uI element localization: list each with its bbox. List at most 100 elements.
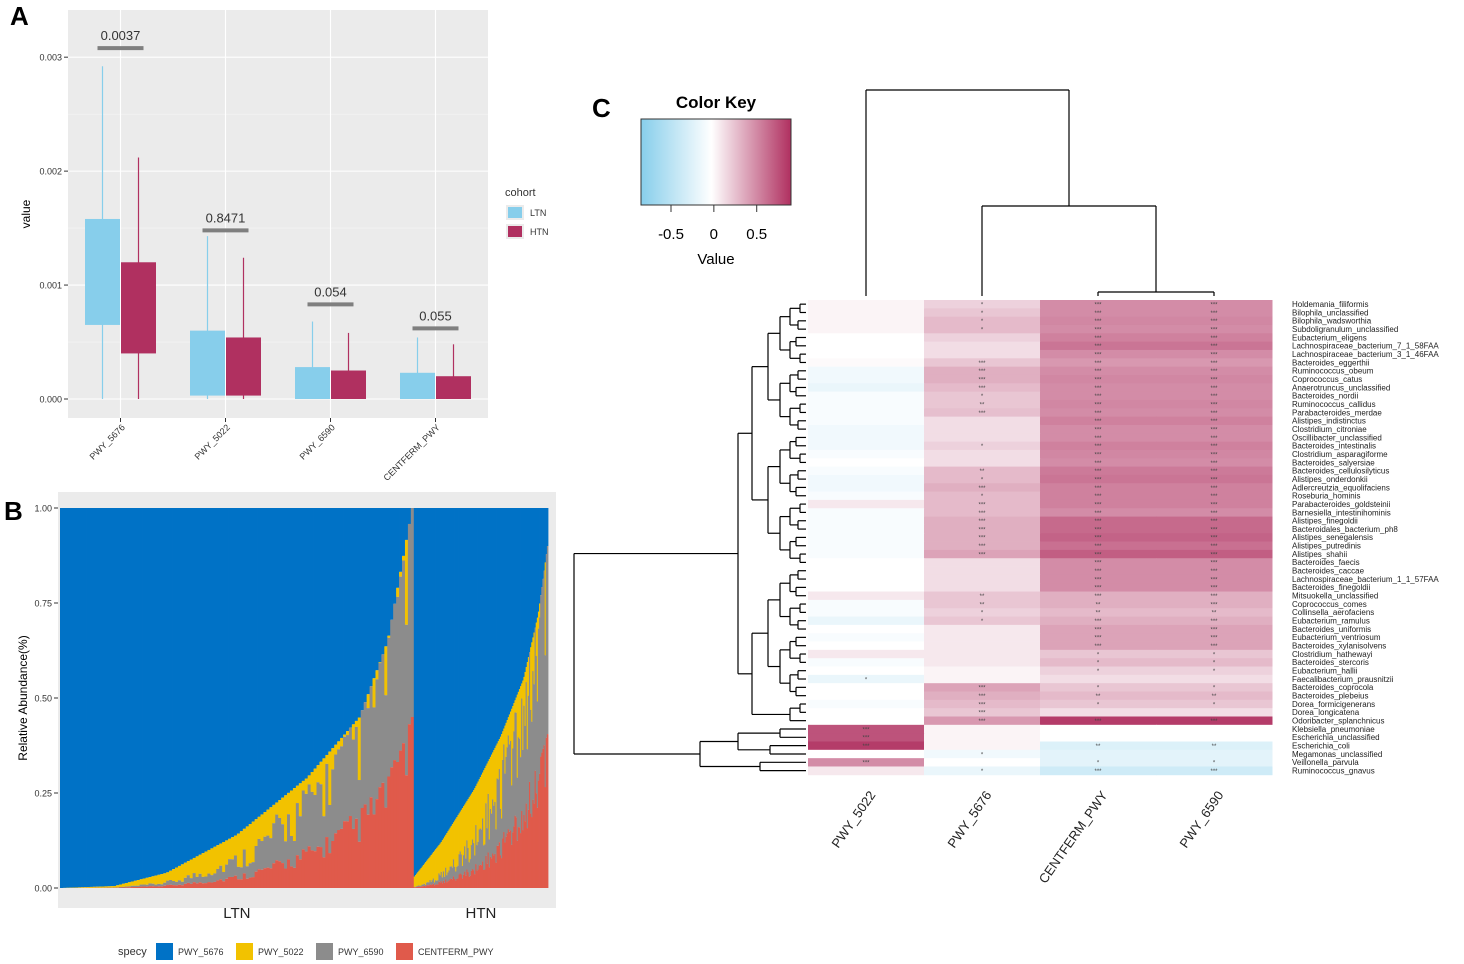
abundance-segment-pwy-6590 [468, 862, 471, 877]
abundance-segment-pwy-5022 [498, 739, 501, 770]
abundance-segment-pwy-5022 [169, 870, 173, 880]
heatmap-cell-lachnospiraceae-bacterium-7-1-58faa-centferm-pwy [1040, 341, 1157, 351]
row-label-eubacterium-ventriosum: Eubacterium_ventriosum [1292, 633, 1381, 642]
abundance-segment-pwy-5676 [512, 508, 514, 706]
abundance-segment-pwy-6590 [440, 871, 443, 882]
heatmap-cell-bacteroidales-bacterium-ph8-pwy-6590 [1156, 524, 1273, 534]
abundance-segment-centferm-pwy [526, 828, 529, 888]
heatmap-cell-dorea-longicatena-pwy-5676 [924, 708, 1041, 717]
abundance-segment-pwy-5676 [422, 508, 425, 866]
heatmap-cell-lachnospiraceae-bacterium-1-1-57faa-pwy-5022 [808, 574, 925, 584]
significance-mark: *** [1094, 361, 1102, 367]
heatmap-cell-alistipes-senegalensis-pwy-5022 [808, 533, 925, 542]
abundance-segment-centferm-pwy [531, 817, 533, 888]
heatmap-cell-bacteroides-salyersiae-pwy-6590 [1156, 458, 1273, 467]
abundance-segment-pwy-5022 [515, 697, 518, 713]
color-key-tick-label: 0.5 [746, 226, 767, 243]
abundance-segment-centferm-pwy [387, 776, 391, 888]
heatmap-cell-bacteroides-plebeius-pwy-6590 [1156, 691, 1273, 701]
abundance-segment-pwy-6590 [387, 637, 391, 777]
significance-mark: * [981, 444, 984, 450]
abundance-segment-centferm-pwy [524, 821, 527, 888]
heatmap-cell-oscillibacter-unclassified-pwy-5022 [808, 433, 925, 443]
significance-mark: *** [1210, 644, 1218, 650]
abundance-segment-pwy-6590 [482, 818, 484, 862]
heatmap-cell-bacteroides-finegoldii-pwy-6590 [1156, 583, 1273, 592]
heatmap-cell-odoribacter-splanchnicus-pwy-5676 [924, 716, 1041, 726]
heatmap-cell-bilophila-wadsworthia-pwy-5676 [924, 316, 1041, 326]
heatmap-cell-coprococcus-catus-pwy-6590 [1156, 374, 1273, 384]
abundance-segment-pwy-5022 [351, 724, 356, 740]
abundance-segment-pwy-6590 [275, 814, 279, 861]
abundance-segment-pwy-5676 [239, 508, 244, 832]
significance-mark: *** [1210, 452, 1218, 458]
pvalue-label-pwy-5022: 0.8471 [206, 210, 246, 225]
abundance-segment-pwy-6590 [451, 867, 454, 880]
abundance-segment-pwy-6590 [526, 749, 529, 829]
heatmap-cell-dorea-formicigenerans-centferm-pwy [1040, 699, 1157, 709]
abundance-segment-centferm-pwy [436, 884, 438, 888]
abundance-segment-pwy-6590 [313, 794, 317, 852]
abundance-segment-pwy-5022 [245, 826, 250, 867]
abundance-segment-pwy-6590 [448, 870, 450, 881]
abundance-segment-pwy-6590 [142, 884, 146, 887]
abundance-segment-pwy-6590 [418, 885, 420, 887]
abundance-segment-pwy-6590 [454, 866, 456, 879]
heatmap-cell-parabacteroides-goldsteinii-pwy-5022 [808, 499, 925, 509]
abundance-segment-pwy-5676 [506, 508, 509, 721]
abundance-segment-pwy-6590 [289, 835, 294, 867]
abundance-segment-pwy-5022 [514, 700, 516, 713]
abundance-segment-centferm-pwy [450, 878, 453, 888]
heatmap-cell-bacteroides-nordii-centferm-pwy [1040, 391, 1157, 401]
abundance-segment-pwy-6590 [499, 808, 502, 856]
abundance-segment-pwy-6590 [450, 866, 453, 879]
significance-mark: *** [1210, 377, 1218, 383]
abundance-segment-pwy-5022 [148, 877, 152, 884]
abundance-segment-pwy-6590 [470, 845, 473, 871]
abundance-segment-pwy-5676 [101, 508, 105, 887]
heatmap-cell-collinsella-aerofaciens-pwy-6590 [1156, 608, 1273, 617]
abundance-segment-pwy-5022 [307, 775, 312, 785]
abundance-segment-pwy-5676 [86, 508, 90, 888]
row-label-alistipes-onderdonkii: Alistipes_onderdonkii [1292, 475, 1368, 484]
abundance-segment-centferm-pwy [528, 781, 531, 888]
abundance-segment-centferm-pwy [482, 861, 484, 888]
abundance-segment-pwy-5022 [201, 853, 205, 877]
abundance-segment-pwy-5022 [492, 752, 494, 800]
abundance-segment-centferm-pwy [216, 880, 220, 888]
abundance-segment-pwy-5676 [542, 508, 544, 579]
heatmap-cell-dorea-longicatena-pwy-6590 [1156, 708, 1273, 717]
abundance-segment-pwy-5022 [456, 817, 458, 867]
heatmap-cell-clostridium-citroniae-pwy-6590 [1156, 424, 1273, 434]
abundance-segment-centferm-pwy [407, 724, 412, 888]
heatmap-cell-parabacteroides-goldsteinii-centferm-pwy [1040, 499, 1157, 509]
abundance-segment-pwy-5022 [284, 795, 288, 842]
abundance-segment-pwy-6590 [322, 816, 326, 858]
abundance-segment-pwy-5676 [495, 508, 497, 746]
heatmap-cell-megamonas-unclassified-pwy-5022 [808, 749, 925, 759]
abundance-segment-pwy-5022 [204, 851, 208, 877]
abundance-segment-pwy-6590 [509, 740, 512, 831]
significance-mark: *** [978, 361, 986, 367]
significance-mark: *** [1210, 311, 1218, 317]
abundance-segment-pwy-5022 [475, 785, 477, 826]
abundance-segment-centferm-pwy [543, 745, 546, 888]
abundance-segment-pwy-5676 [457, 508, 459, 816]
abundance-segment-pwy-6590 [231, 859, 235, 877]
abundance-segment-centferm-pwy [236, 879, 241, 888]
abundance-segment-pwy-6590 [435, 880, 437, 885]
significance-mark: *** [1210, 636, 1218, 642]
abundance-segment-centferm-pwy [136, 887, 141, 888]
abundance-segment-pwy-5022 [474, 788, 476, 856]
abundance-segment-pwy-5676 [357, 508, 362, 718]
heatmap-cell-mitsuokella-unclassified-pwy-5022 [808, 591, 925, 601]
abundance-segment-centferm-pwy [284, 868, 288, 888]
y-tick-label: 0.003 [39, 53, 62, 63]
heatmap-cell-anaerotruncus-unclassified-pwy-6590 [1156, 383, 1273, 393]
heatmap-cell-alistipes-finegoldii-pwy-5676 [924, 516, 1041, 526]
abundance-segment-centferm-pwy [544, 787, 547, 888]
heatmap-cell-odoribacter-splanchnicus-pwy-5022 [808, 716, 925, 726]
heatmap-cell-oscillibacter-unclassified-pwy-6590 [1156, 433, 1273, 443]
abundance-segment-pwy-6590 [216, 868, 220, 881]
abundance-segment-pwy-6590 [366, 708, 370, 815]
